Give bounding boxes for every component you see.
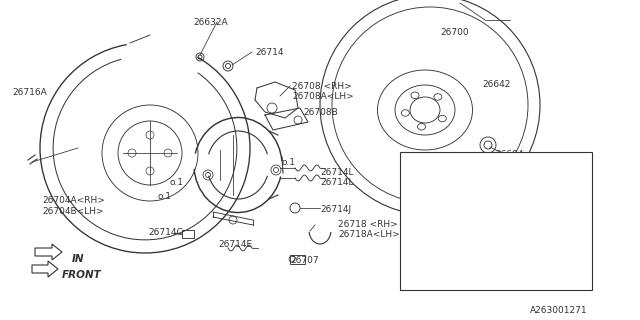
Text: 26642: 26642	[482, 80, 510, 89]
Text: 26714: 26714	[255, 48, 284, 57]
Text: 26716A: 26716A	[12, 88, 47, 97]
Text: FRONT: FRONT	[62, 270, 102, 280]
Text: 26714L: 26714L	[320, 168, 353, 177]
Text: 26718 <RH>: 26718 <RH>	[338, 220, 397, 229]
Text: o.1: o.1	[282, 158, 296, 167]
Text: 26714C: 26714C	[148, 228, 183, 237]
Text: 26714L: 26714L	[320, 178, 353, 187]
Text: 26708 <RH>: 26708 <RH>	[292, 82, 352, 91]
Bar	[290, 255, 305, 264]
Text: 26707: 26707	[290, 256, 319, 265]
Text: o.1: o.1	[158, 192, 172, 201]
Text: o.1: o.1	[490, 270, 504, 279]
Text: 26718A<LH>: 26718A<LH>	[338, 230, 400, 239]
Text: o.1: o.1	[170, 178, 184, 187]
Text: 26714J: 26714J	[320, 205, 351, 214]
Text: 26708B: 26708B	[303, 108, 338, 117]
Text: 26708A<LH>: 26708A<LH>	[292, 92, 354, 101]
Text: 26714E: 26714E	[218, 240, 252, 249]
Bar	[400, 152, 592, 290]
Text: 26704A<RH>: 26704A<RH>	[42, 196, 105, 205]
Text: 26700: 26700	[440, 28, 468, 37]
Text: IN: IN	[72, 254, 84, 264]
Text: 26708B: 26708B	[552, 226, 587, 235]
Text: 26632A: 26632A	[418, 162, 452, 171]
Text: 26694: 26694	[495, 150, 524, 159]
Text: 26714: 26714	[455, 178, 483, 187]
Text: 26632A: 26632A	[193, 18, 228, 27]
Text: o.1: o.1	[525, 190, 539, 199]
Bar	[182, 230, 194, 238]
Text: A263001271: A263001271	[530, 306, 588, 315]
Text: 26704B<LH>: 26704B<LH>	[42, 207, 104, 216]
